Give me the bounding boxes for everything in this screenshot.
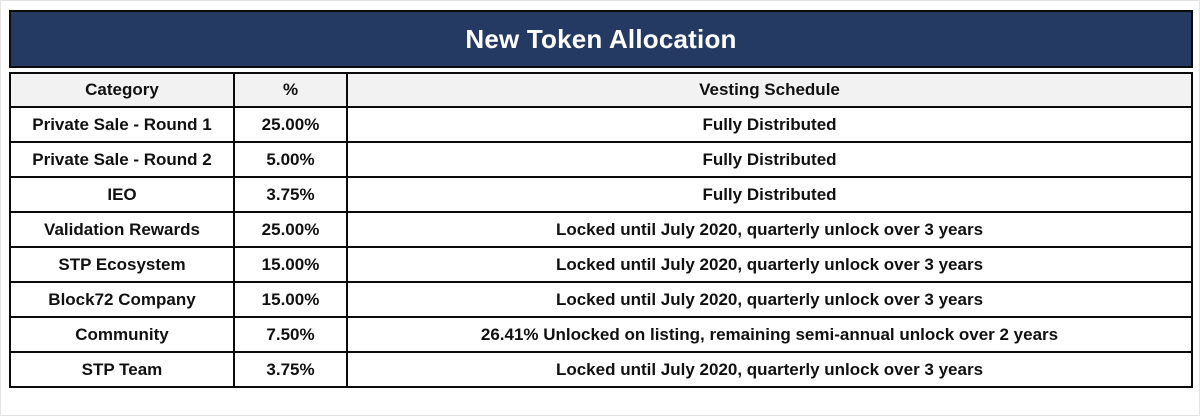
vesting-cell: Locked until July 2020, quarterly unlock…: [346, 351, 1193, 388]
category-cell: STP Team: [9, 351, 235, 388]
vesting-cell: 26.41% Unlocked on listing, remaining se…: [346, 316, 1193, 353]
table-row: Private Sale - Round 2 5.00% Fully Distr…: [9, 141, 1193, 178]
percent-cell: 15.00%: [233, 281, 348, 318]
category-cell: IEO: [9, 176, 235, 213]
percent-cell: 3.75%: [233, 176, 348, 213]
percent-cell: 15.00%: [233, 246, 348, 283]
vesting-cell: Locked until July 2020, quarterly unlock…: [346, 246, 1193, 283]
percent-cell: 7.50%: [233, 316, 348, 353]
column-header-percent: %: [233, 72, 348, 108]
vesting-cell: Fully Distributed: [346, 141, 1193, 178]
table-row: STP Team 3.75% Locked until July 2020, q…: [9, 351, 1193, 388]
category-cell: Validation Rewards: [9, 211, 235, 248]
table-row: Block72 Company 15.00% Locked until July…: [9, 281, 1193, 318]
table-row: IEO 3.75% Fully Distributed: [9, 176, 1193, 213]
vesting-cell: Locked until July 2020, quarterly unlock…: [346, 281, 1193, 318]
percent-cell: 25.00%: [233, 211, 348, 248]
vesting-cell: Fully Distributed: [346, 176, 1193, 213]
percent-cell: 3.75%: [233, 351, 348, 388]
table-row: STP Ecosystem 15.00% Locked until July 2…: [9, 246, 1193, 283]
percent-cell: 25.00%: [233, 106, 348, 143]
category-cell: Private Sale - Round 2: [9, 141, 235, 178]
column-header-vesting: Vesting Schedule: [346, 72, 1193, 108]
category-cell: Private Sale - Round 1: [9, 106, 235, 143]
column-header-category: Category: [9, 72, 235, 108]
table-row: Validation Rewards 25.00% Locked until J…: [9, 211, 1193, 248]
table-title-bar: New Token Allocation: [9, 10, 1193, 68]
table-title: New Token Allocation: [465, 23, 737, 54]
category-cell: STP Ecosystem: [9, 246, 235, 283]
header-row: Category % Vesting Schedule: [9, 72, 1193, 108]
category-cell: Community: [9, 316, 235, 353]
table-row: Community 7.50% 26.41% Unlocked on listi…: [9, 316, 1193, 353]
percent-cell: 5.00%: [233, 141, 348, 178]
vesting-cell: Fully Distributed: [346, 106, 1193, 143]
category-cell: Block72 Company: [9, 281, 235, 318]
token-allocation-table: Category % Vesting Schedule Private Sale…: [9, 72, 1193, 388]
table-row: Private Sale - Round 1 25.00% Fully Dist…: [9, 106, 1193, 143]
vesting-cell: Locked until July 2020, quarterly unlock…: [346, 211, 1193, 248]
